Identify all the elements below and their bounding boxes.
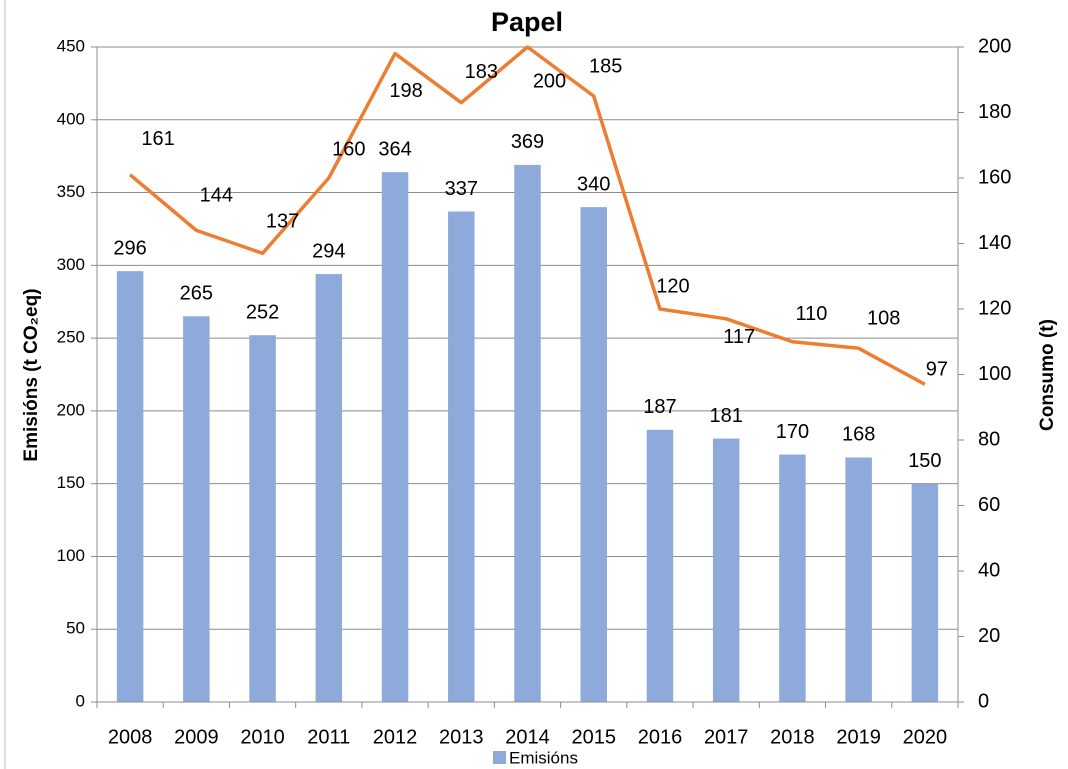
x-tick-label: 2011 xyxy=(307,726,350,748)
bar-value-label: 340 xyxy=(577,173,610,195)
y2-tick-label: 180 xyxy=(978,101,1011,123)
line-value-label: 161 xyxy=(141,128,174,150)
bar-value-label: 369 xyxy=(511,131,544,153)
bar xyxy=(448,211,475,702)
bar xyxy=(911,483,939,702)
bar-value-label: 150 xyxy=(908,450,941,472)
bar xyxy=(712,438,740,702)
y2-tick-label: 140 xyxy=(978,232,1011,254)
bar xyxy=(646,429,674,702)
bar-value-label: 294 xyxy=(312,240,345,262)
x-tick-label: 2018 xyxy=(770,726,815,748)
y-axis-label: Emisións (t CO₂eq) xyxy=(21,288,42,461)
y-tick-label: 300 xyxy=(57,255,85,274)
bar xyxy=(116,271,144,702)
y-tick-label: 350 xyxy=(57,182,85,201)
x-tick-label: 2009 xyxy=(174,726,219,748)
y2-tick-label: 160 xyxy=(978,166,1011,188)
bar-value-label: 168 xyxy=(842,424,875,446)
line-value-label: 144 xyxy=(200,185,233,207)
y-tick-label: 0 xyxy=(76,691,85,710)
line-value-label: 117 xyxy=(723,326,755,348)
legend-swatch xyxy=(493,751,506,764)
y2-tick-label: 100 xyxy=(978,363,1011,385)
y2-tick-label: 200 xyxy=(978,35,1011,57)
bar xyxy=(315,274,343,702)
x-tick-label: 2020 xyxy=(903,726,948,748)
bar xyxy=(381,172,409,702)
line-value-label: 110 xyxy=(795,303,827,325)
bar xyxy=(580,207,607,702)
x-tick-label: 2017 xyxy=(704,726,749,748)
chart-title: Papel xyxy=(491,7,563,37)
y2-tick-label: 80 xyxy=(978,428,1000,450)
bar-value-label: 364 xyxy=(378,138,411,160)
bar xyxy=(249,335,276,702)
line-value-label: 108 xyxy=(867,308,900,330)
bar-value-label: 170 xyxy=(776,421,809,443)
bar xyxy=(845,457,872,702)
y-tick-label: 450 xyxy=(57,36,85,55)
line-value-label: 137 xyxy=(266,211,299,233)
y-tick-label: 100 xyxy=(57,546,85,565)
y2-tick-label: 20 xyxy=(978,625,1000,647)
y2-tick-label: 120 xyxy=(978,297,1011,319)
y2-tick-label: 0 xyxy=(978,690,989,712)
y-tick-label: 50 xyxy=(66,619,85,638)
line-value-label: 97 xyxy=(926,359,948,381)
x-tick-label: 2008 xyxy=(108,726,153,748)
x-tick-label: 2019 xyxy=(836,726,881,748)
x-tick-label: 2014 xyxy=(505,726,550,748)
bar xyxy=(183,316,210,702)
bar-value-label: 337 xyxy=(445,178,478,200)
y-tick-label: 250 xyxy=(57,328,85,347)
bar xyxy=(514,164,541,702)
bar-value-label: 296 xyxy=(113,237,146,259)
x-tick-label: 2013 xyxy=(439,726,484,748)
y-tick-label: 150 xyxy=(57,473,85,492)
y-tick-label: 400 xyxy=(57,109,85,128)
y2-tick-label: 60 xyxy=(978,494,1000,516)
line-value-label: 160 xyxy=(332,138,365,160)
x-tick-label: 2016 xyxy=(638,726,683,748)
bar-value-label: 265 xyxy=(180,283,213,305)
x-tick-label: 2012 xyxy=(373,726,418,748)
line xyxy=(128,45,926,386)
x-tick-label: 2015 xyxy=(571,726,616,748)
line-value-label: 200 xyxy=(533,70,566,92)
line-value-label: 185 xyxy=(589,55,622,77)
y2-tick-label: 40 xyxy=(978,559,1000,581)
y-tick-label: 200 xyxy=(57,400,85,419)
bar-value-label: 252 xyxy=(246,301,279,323)
bar-value-label: 181 xyxy=(710,405,743,427)
x-tick-label: 2010 xyxy=(240,726,285,748)
legend-label: Emisións xyxy=(509,748,578,767)
y2-axis-label: Consumo (t) xyxy=(1037,319,1058,431)
bar-value-label: 187 xyxy=(643,396,676,418)
line-value-label: 198 xyxy=(389,80,422,102)
line-value-label: 120 xyxy=(656,275,689,297)
line-value-label: 183 xyxy=(465,61,498,83)
bar xyxy=(779,454,806,702)
